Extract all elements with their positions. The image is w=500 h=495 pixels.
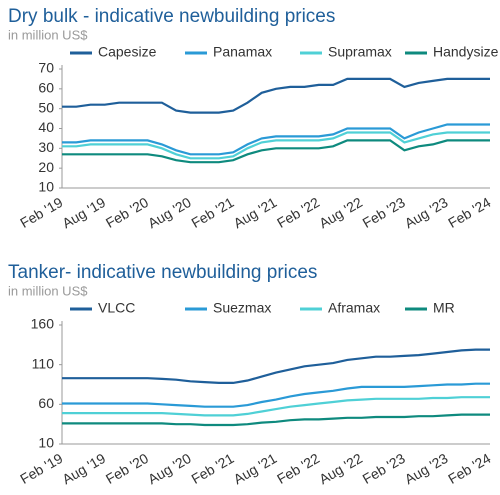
chart-subtitle: in million US$ [8,27,88,42]
x-tick-label: Aug '20 [145,194,194,231]
x-tick-label: Feb '21 [188,194,236,231]
legend-label: Supramax [328,44,392,60]
y-tick-label: 50 [38,99,54,115]
legend-label: Handysize [433,44,499,60]
x-tick-label: Feb '24 [445,194,493,231]
data-line [62,413,490,427]
data-line [62,77,490,114]
data-line [62,139,490,164]
x-tick-label: Feb '19 [17,194,65,231]
x-tick-label: Aug '22 [316,194,365,231]
y-tick-label: 40 [38,119,54,135]
chart-title: Dry bulk - indicative newbuilding prices [8,6,335,27]
x-tick-label: Feb '23 [360,194,408,231]
y-tick-label: 20 [38,159,54,175]
y-tick-label: 10 [38,179,54,195]
x-tick-label: Aug '21 [231,194,280,231]
y-tick-label: 110 [32,355,55,371]
chart-subtitle: in million US$ [8,283,88,298]
x-tick-label: Aug '21 [231,450,280,487]
legend-label: Aframax [328,300,380,316]
legend-label: VLCC [98,300,135,316]
x-tick-label: Feb '24 [445,450,493,487]
x-tick-label: Aug '19 [59,450,108,487]
legend-label: Panamax [213,44,272,60]
y-tick-label: 160 [31,316,55,332]
y-tick-label: 60 [38,395,54,411]
data-line [62,131,490,160]
data-line [62,396,490,417]
data-line [62,123,490,156]
x-tick-label: Feb '23 [360,450,408,487]
legend-label: Suezmax [213,300,271,316]
x-tick-label: Aug '23 [402,194,451,231]
x-tick-label: Feb '22 [274,194,322,231]
x-tick-label: Aug '22 [316,450,365,487]
legend-label: Capesize [98,44,157,60]
x-tick-label: Feb '21 [188,450,236,487]
x-tick-label: Aug '19 [59,194,108,231]
x-tick-label: Feb '20 [103,450,151,487]
data-line [62,382,490,408]
x-tick-label: Aug '20 [145,450,194,487]
y-tick-label: 70 [38,60,54,76]
x-tick-label: Aug '23 [402,450,451,487]
data-line [62,348,490,384]
x-tick-label: Feb '20 [103,194,151,231]
legend-label: MR [433,300,455,316]
chart-title: Tanker- indicative newbuilding prices [8,262,317,283]
x-tick-label: Feb '22 [274,450,322,487]
y-tick-label: 10 [38,435,54,451]
y-tick-label: 30 [38,139,54,155]
x-tick-label: Feb '19 [17,450,65,487]
y-tick-label: 60 [38,80,54,96]
